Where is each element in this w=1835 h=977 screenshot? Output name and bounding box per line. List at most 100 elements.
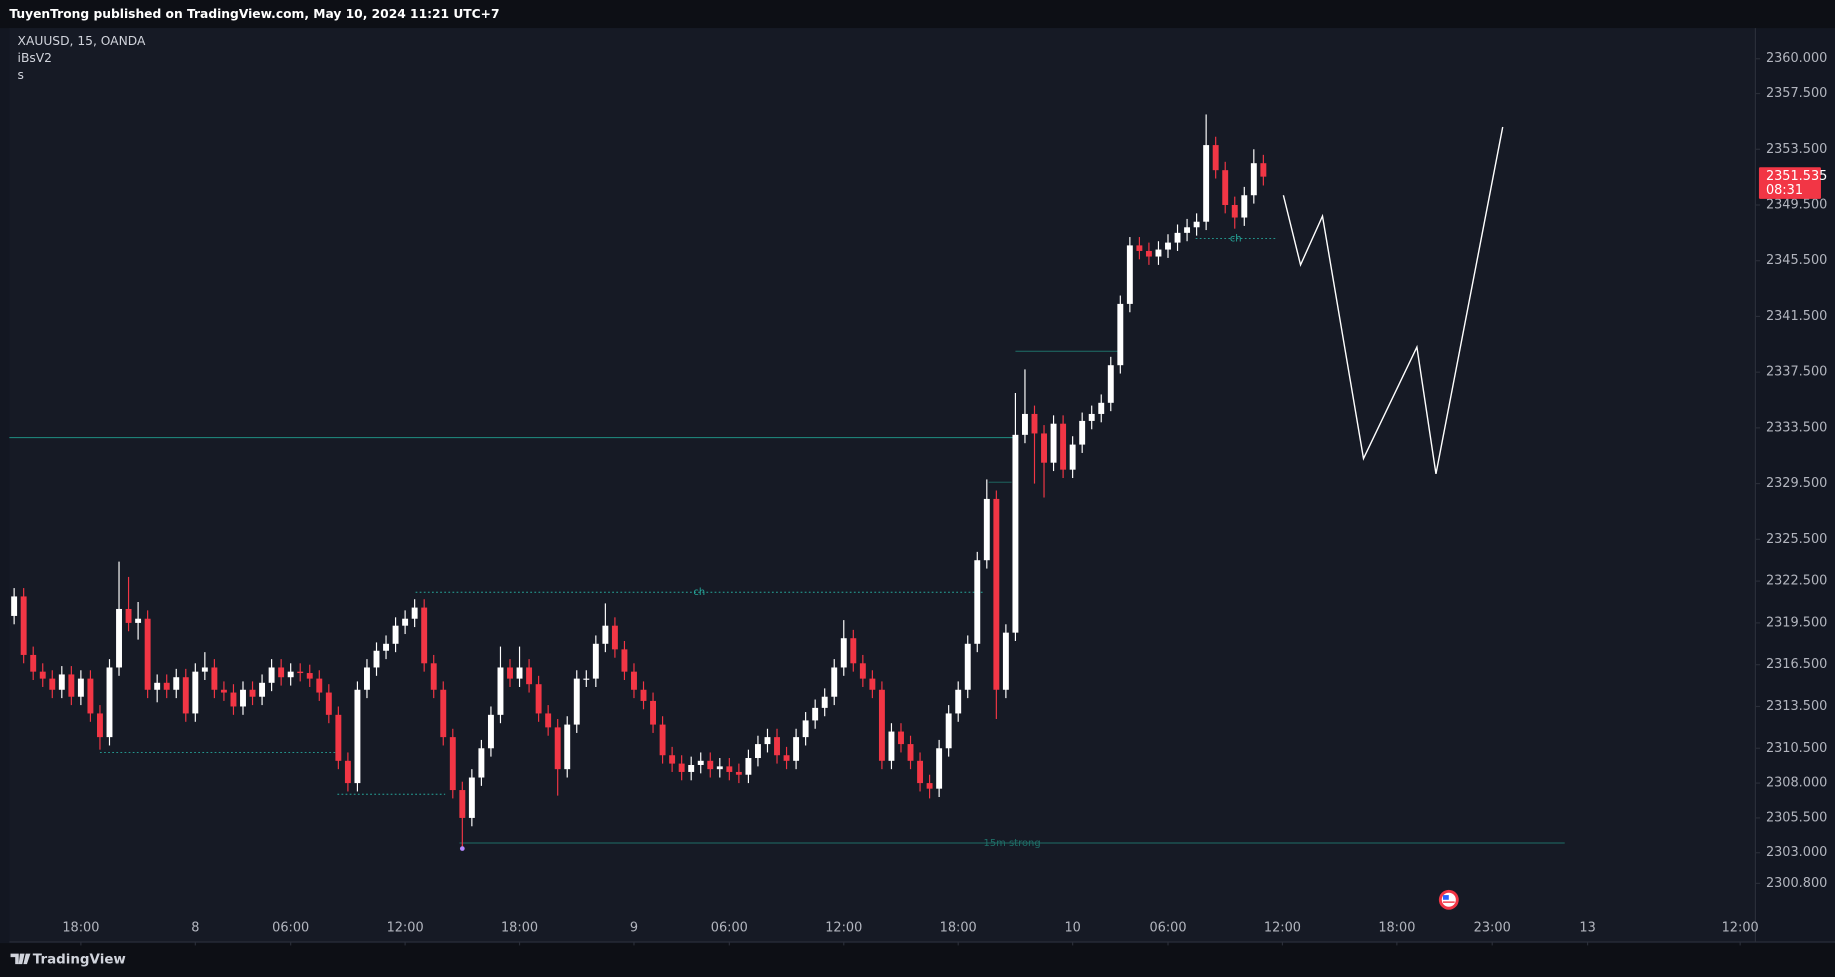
symbol-legend: XAUUSD, 15, OANDA xyxy=(18,34,146,48)
footer-bar xyxy=(0,943,1835,977)
candle-body xyxy=(516,667,523,679)
candle-body xyxy=(77,678,84,697)
candle-body xyxy=(1098,402,1105,414)
x-tick-label: 12:00 xyxy=(1722,920,1759,935)
candle-body xyxy=(144,618,151,690)
candle-body xyxy=(259,682,266,697)
candle-body xyxy=(1136,245,1143,251)
candle-body xyxy=(745,758,752,775)
y-tick-label: 2341.500 xyxy=(1766,309,1827,324)
candle-body xyxy=(1145,250,1152,257)
candle-body xyxy=(1117,303,1124,366)
candle-body xyxy=(802,720,809,738)
brand: TradingView xyxy=(33,952,126,967)
indicator-legend: iBsV2 xyxy=(18,51,52,65)
candle-body xyxy=(430,663,437,690)
candle-body xyxy=(154,682,161,690)
candle-body xyxy=(688,764,695,772)
y-tick-label: 2345.500 xyxy=(1766,253,1827,268)
candle-body xyxy=(201,667,208,672)
candle-body xyxy=(468,777,475,818)
candle-body xyxy=(354,689,361,784)
candle-body xyxy=(478,748,485,778)
candle-body xyxy=(917,760,924,784)
x-tick-label: 10 xyxy=(1064,920,1080,935)
candles xyxy=(11,114,1267,849)
candle-body xyxy=(554,727,561,770)
candle-body xyxy=(421,607,428,664)
candle-body xyxy=(869,678,876,690)
candle-body xyxy=(507,667,513,679)
event-icon[interactable] xyxy=(1438,889,1459,910)
x-tick-label: 8 xyxy=(191,920,199,935)
x-tick-label: 13 xyxy=(1579,920,1595,935)
candle-body xyxy=(58,674,65,690)
candle-body xyxy=(659,724,666,756)
candle-body xyxy=(1002,632,1009,690)
candle-body xyxy=(1174,232,1181,243)
event-icon-canton[interactable] xyxy=(1442,895,1449,900)
candle-body xyxy=(974,560,981,644)
candle-body xyxy=(1012,434,1019,633)
x-tick-label: 06:00 xyxy=(272,920,309,935)
candle-body xyxy=(821,696,828,708)
candle-body xyxy=(306,673,313,679)
candle-body xyxy=(373,650,380,668)
candle-body xyxy=(774,737,780,756)
y-tick-label: 2329.500 xyxy=(1766,476,1827,491)
candle-body xyxy=(20,596,27,655)
candle-body xyxy=(1022,413,1028,435)
x-tick-label: 06:00 xyxy=(1149,920,1186,935)
candle-body xyxy=(907,744,914,761)
candle-body xyxy=(993,498,1000,690)
y-tick-label: 2349.500 xyxy=(1766,197,1827,212)
candle-body xyxy=(526,667,533,685)
y-tick-label: 2360.000 xyxy=(1766,51,1827,66)
candle-body xyxy=(316,678,323,693)
candle-body xyxy=(573,678,580,725)
y-tick-label: 2305.500 xyxy=(1766,810,1827,825)
candle-body xyxy=(840,638,847,668)
header-text: TuyenTrong published on TradingView.com,… xyxy=(9,7,499,21)
candle-body xyxy=(1241,195,1248,218)
candle-body xyxy=(1250,163,1257,196)
candle-body xyxy=(297,671,304,674)
candle-body xyxy=(602,625,609,644)
candle-body xyxy=(726,766,733,772)
candle-body xyxy=(888,731,895,761)
x-tick-label: 18:00 xyxy=(62,920,99,935)
candle-body xyxy=(964,643,971,690)
candle-body xyxy=(793,737,800,761)
candle-body xyxy=(1050,423,1057,463)
countdown-label: 08:31 xyxy=(1766,183,1803,198)
candle-body xyxy=(983,498,990,561)
candle-body xyxy=(268,667,275,683)
candle-body xyxy=(831,667,838,697)
candle-body xyxy=(230,692,237,707)
x-tick-label: 18:00 xyxy=(501,920,538,935)
x-tick-label: 12:00 xyxy=(387,920,424,935)
y-tick-label: 2325.500 xyxy=(1766,532,1827,547)
y-tick-label: 2303.000 xyxy=(1766,845,1827,860)
y-tick-label: 2353.500 xyxy=(1766,142,1827,157)
candle-body xyxy=(1193,221,1200,228)
candle-body xyxy=(1107,365,1114,403)
candle-body xyxy=(173,677,180,690)
y-tick-label: 2333.500 xyxy=(1766,420,1827,435)
tv-logo xyxy=(10,953,31,965)
x-tick-label: 9 xyxy=(630,920,638,935)
candle-body xyxy=(1041,433,1047,463)
candle-body xyxy=(497,667,504,715)
candle-body xyxy=(735,771,742,775)
level-label: ch xyxy=(1230,233,1242,244)
x-tick-label: 06:00 xyxy=(711,920,748,935)
candle-body xyxy=(211,667,218,690)
last-price-box xyxy=(1758,167,1821,199)
candle-body xyxy=(631,671,637,690)
x-tick-label: 23:00 xyxy=(1474,920,1511,935)
candle-body xyxy=(1126,245,1133,304)
candle-body xyxy=(182,677,189,714)
header-bar xyxy=(0,0,1835,29)
candle-body xyxy=(364,667,370,690)
